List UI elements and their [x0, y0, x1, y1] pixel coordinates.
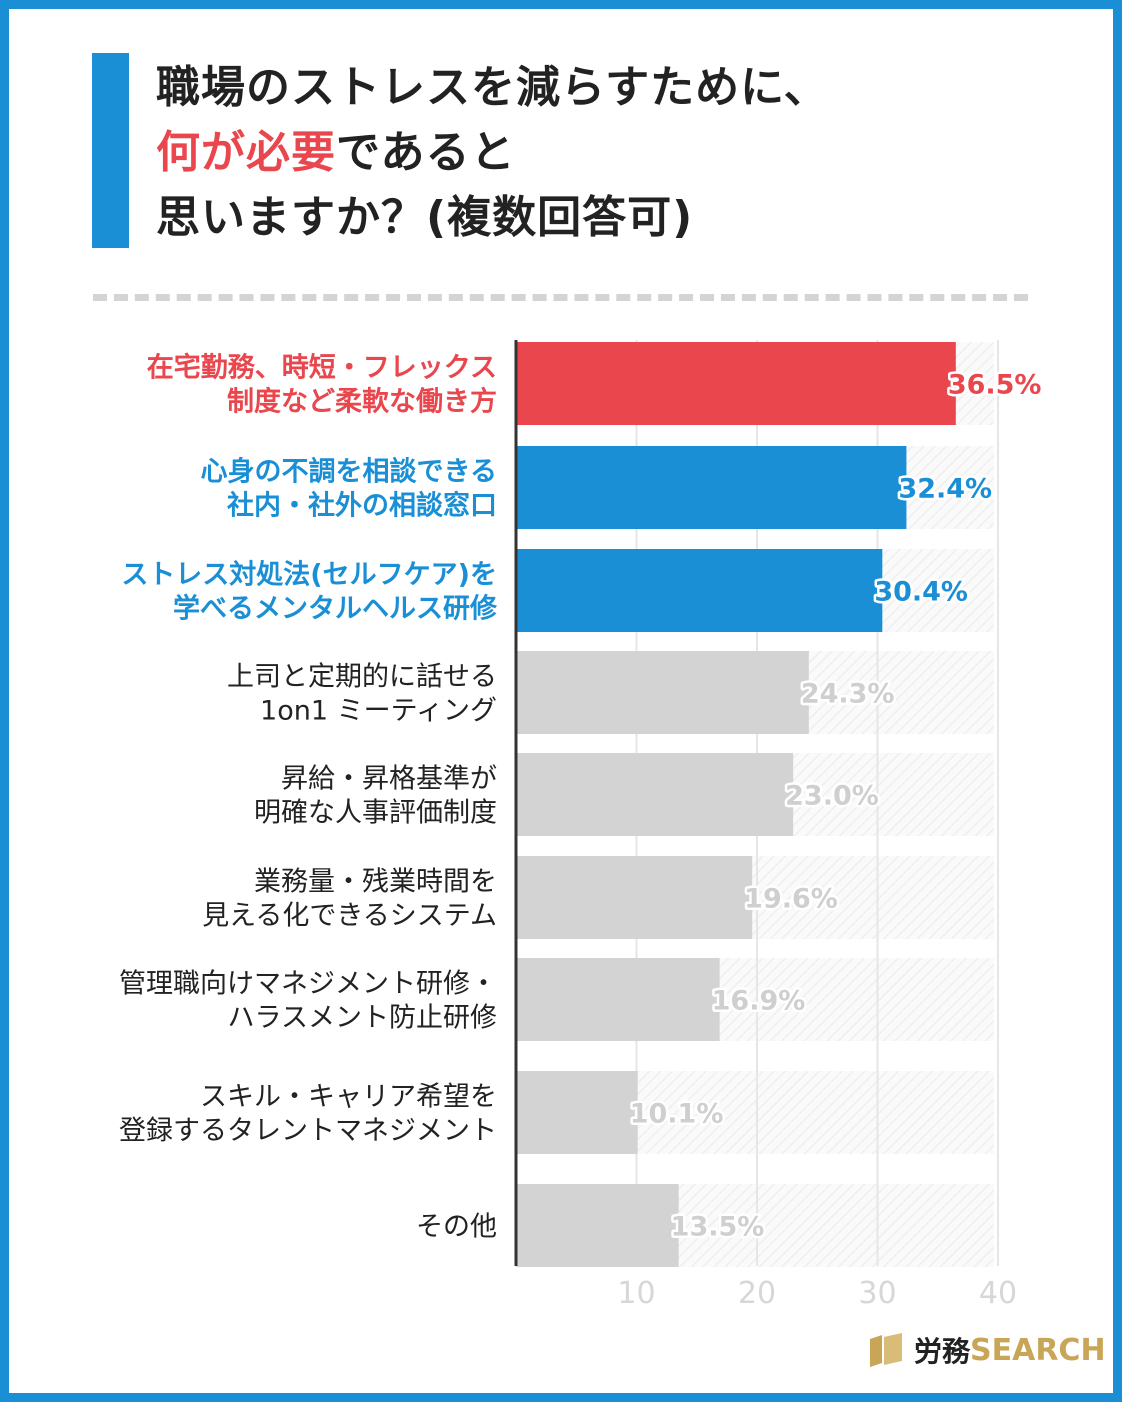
x-tick-label: 40 [979, 1276, 1017, 1311]
bar-value-label: 13.5% [671, 1212, 765, 1243]
logo-book-icon [870, 1333, 902, 1367]
category-label: 心身の不調を相談できる [201, 456, 497, 488]
bar [516, 958, 720, 1041]
title-line-2-rest: であると [336, 127, 516, 178]
title-line-2: 何が必要であると [156, 120, 1056, 185]
category-label: ハラスメント防止研修 [228, 1003, 497, 1034]
category-label: 1on1 ミーティング [260, 696, 497, 727]
bar-value-label: 10.1% [630, 1099, 724, 1130]
chart-title: 職場のストレスを減らすために、 何が必要であると 思いますか？(複数回答可) [156, 55, 1056, 250]
bar-value-label: 23.0% [785, 781, 879, 812]
title-line-3: 思いますか？(複数回答可) [156, 192, 694, 243]
category-label: 学べるメンタルヘルス研修 [173, 593, 498, 625]
category-label: 上司と定期的に話せる [227, 662, 497, 693]
brand-logo: 労務 SEARCH [868, 1330, 1106, 1370]
category-label: スキル・キャリア希望を [200, 1082, 497, 1113]
title-highlight: 何が必要 [156, 127, 336, 178]
bar-value-label: 16.9% [712, 986, 806, 1017]
x-tick-label: 20 [738, 1276, 776, 1311]
x-tick-label: 10 [617, 1276, 655, 1311]
logo-text-en: SEARCH [970, 1332, 1106, 1368]
bar-value-label: 24.3% [801, 679, 895, 710]
bar-value-label: 36.5% [948, 370, 1042, 401]
bar-value-label: 32.4% [898, 474, 992, 505]
category-label: 昇給・昇格基準が [281, 764, 497, 795]
title-divider [93, 294, 1028, 301]
bar-value-label: 30.4% [874, 577, 968, 608]
bar [516, 342, 956, 425]
category-label: ストレス対処法(セルフケア)を [121, 559, 497, 591]
bar [516, 1071, 638, 1154]
bar [516, 549, 883, 632]
bar [516, 1184, 679, 1267]
category-label: 明確な人事評価制度 [254, 798, 497, 829]
category-label: 社内・社外の相談窓口 [227, 490, 497, 522]
logo-text-jp: 労務 [914, 1335, 971, 1368]
category-label: 見える化できるシステム [202, 901, 497, 932]
bar [516, 446, 907, 529]
category-label: 制度など柔軟な働き方 [227, 386, 497, 418]
bar [516, 753, 794, 836]
bar-value-label: 19.6% [744, 884, 838, 915]
title-line-1: 職場のストレスを減らすために、 [156, 62, 829, 113]
title-accent-bar [92, 53, 129, 248]
category-label: 管理職向けマネジメント研修・ [119, 969, 497, 1000]
bar [516, 651, 809, 734]
category-label: 登録するタレントマネジメント [119, 1116, 497, 1147]
category-label: 在宅勤務、時短・フレックス [147, 352, 497, 384]
category-label: その他 [416, 1212, 497, 1243]
bar [516, 856, 753, 939]
x-tick-label: 30 [858, 1276, 896, 1311]
category-label: 業務量・残業時間を [254, 867, 497, 898]
